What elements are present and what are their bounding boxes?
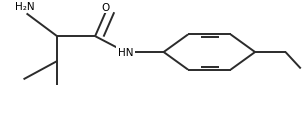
Text: H₂N: H₂N	[15, 2, 35, 12]
Text: O: O	[102, 3, 110, 13]
Text: HN: HN	[118, 48, 133, 58]
